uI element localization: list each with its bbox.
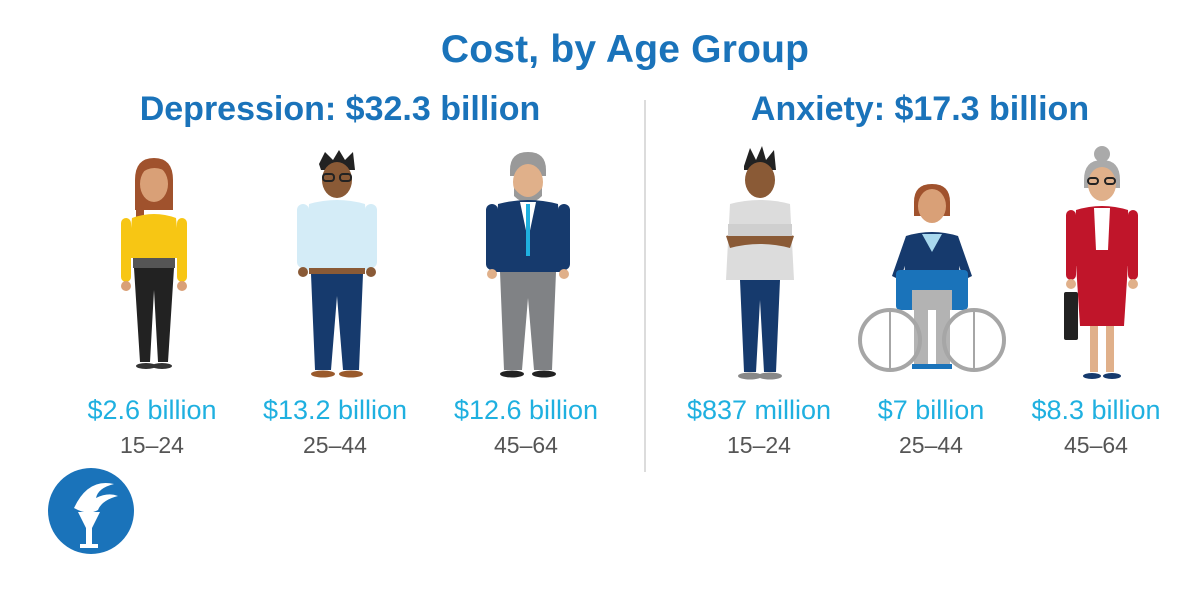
anxiety-45-64-age: 45–64 (1064, 432, 1128, 458)
torch-logo-icon (48, 468, 134, 554)
anxiety-section-title: Anxiety: $17.3 billion (750, 90, 1090, 128)
depression-25-44-age: 25–44 (303, 432, 367, 458)
depression-15-24-age: 15–24 (120, 432, 184, 458)
anxiety-15-24-amount: $837 million (686, 395, 832, 425)
woman-yellow-top-illustration (62, 140, 242, 390)
section-divider (644, 100, 646, 472)
depression-25-44-amount: $13.2 billion (262, 395, 408, 425)
young-man-arms-crossed-illustration (668, 140, 848, 390)
anxiety-15-24-age: 15–24 (727, 432, 791, 458)
anxiety-25-44-amount: $7 billion (877, 395, 985, 425)
man-light-blue-shirt-illustration (245, 140, 425, 390)
man-suit-illustration (436, 140, 616, 390)
anxiety-25-44-age: 25–44 (899, 432, 963, 458)
woman-wheelchair-illustration (842, 140, 1022, 390)
depression-45-64-age: 45–64 (494, 432, 558, 458)
depression-section-title: Depression: $32.3 billion (139, 90, 541, 128)
anxiety-45-64-amount: $8.3 billion (1031, 395, 1161, 425)
older-woman-red-suit-illustration (1010, 140, 1190, 390)
page-title: Cost, by Age Group (440, 28, 810, 71)
depression-15-24-amount: $2.6 billion (87, 395, 217, 425)
depression-45-64-amount: $12.6 billion (453, 395, 599, 425)
